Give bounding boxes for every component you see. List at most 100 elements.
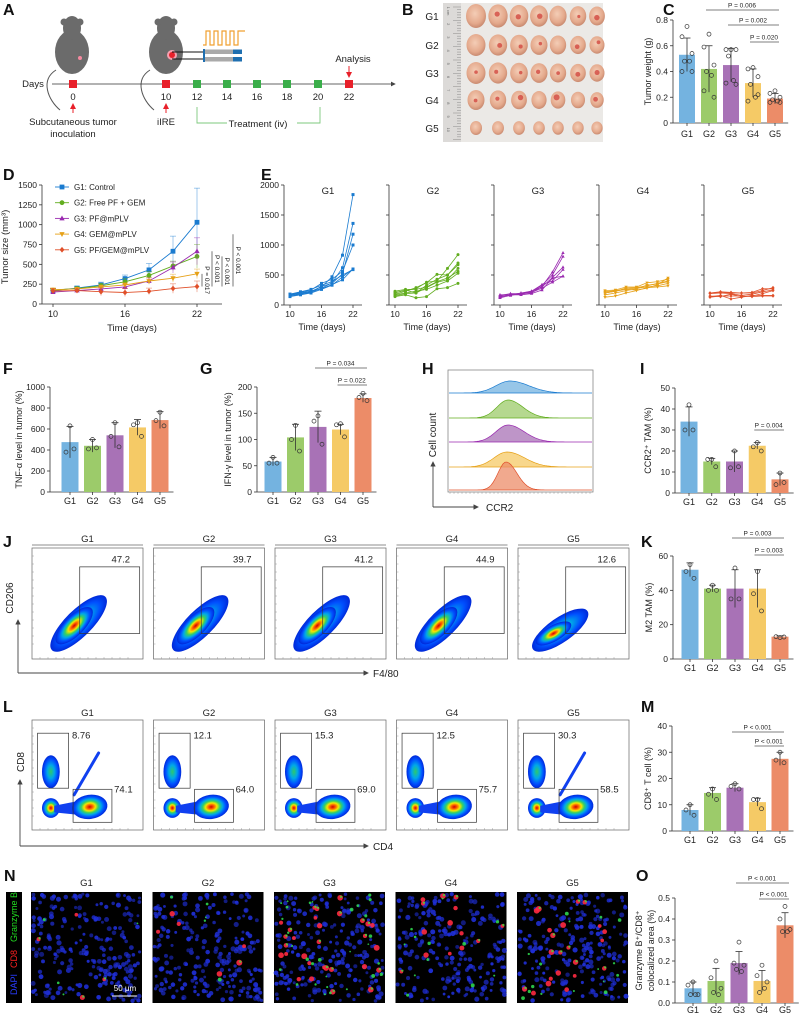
gate-percentage: 12.6 xyxy=(598,554,617,565)
nucleus xyxy=(234,936,238,940)
nucleus xyxy=(418,915,422,920)
x-tick-label: 10 xyxy=(285,309,295,319)
data-point xyxy=(266,460,272,466)
treatment-marker xyxy=(223,80,231,88)
cd8-cell xyxy=(555,970,562,976)
y-tick-label: 1500 xyxy=(18,180,37,190)
data-point xyxy=(750,444,756,450)
nucleus xyxy=(244,892,249,897)
data-point xyxy=(732,565,738,571)
nucleus xyxy=(168,970,173,975)
triangle-down-marker xyxy=(146,279,152,284)
nucleus xyxy=(292,945,298,950)
nucleus xyxy=(156,937,161,943)
image-title: G1 xyxy=(80,878,93,889)
nucleus xyxy=(226,958,232,964)
cd8-cell xyxy=(459,931,464,936)
nucleus xyxy=(373,999,378,1003)
histogram-g1 xyxy=(449,380,592,394)
ruler-number: 4 xyxy=(446,49,451,52)
x-tick-label: G3 xyxy=(728,497,740,507)
nucleus xyxy=(554,928,559,933)
data-point xyxy=(711,62,717,68)
granzyme-signal xyxy=(295,983,299,986)
nucleus xyxy=(287,980,291,985)
density-blob xyxy=(72,794,108,820)
nucleus xyxy=(468,895,472,899)
nucleus xyxy=(191,970,197,976)
nucleus xyxy=(339,929,343,933)
nucleus xyxy=(246,985,252,991)
bar xyxy=(767,98,783,123)
data-point xyxy=(94,445,99,451)
granzyme-signal xyxy=(406,993,410,997)
granzyme-signal xyxy=(339,895,343,899)
cd4-gate xyxy=(437,788,477,823)
nucleus xyxy=(311,896,316,901)
day-label: 20 xyxy=(313,92,324,103)
data-point xyxy=(759,962,765,968)
nucleus xyxy=(316,987,322,993)
tumor-hemorrhage xyxy=(593,96,598,102)
data-point xyxy=(701,44,707,50)
ruler-number: 6 xyxy=(446,76,451,79)
nucleus xyxy=(452,982,456,986)
granzyme-signal xyxy=(56,981,60,985)
nucleus xyxy=(111,901,115,906)
y-tick-label: 0 xyxy=(665,488,670,498)
square-marker xyxy=(330,277,334,281)
panel-label-d: D xyxy=(3,167,15,184)
nucleus xyxy=(193,989,197,994)
granzyme-signal xyxy=(349,907,354,912)
nucleus xyxy=(234,900,239,904)
nucleus xyxy=(458,950,463,956)
nucleus xyxy=(583,937,587,941)
circle-marker xyxy=(456,266,460,270)
image-title: G2 xyxy=(202,878,215,889)
nucleus xyxy=(593,917,598,922)
nucleus xyxy=(129,990,133,994)
triangle-marker xyxy=(561,265,565,269)
x-tick-label: G4 xyxy=(751,835,763,845)
nucleus xyxy=(216,911,221,915)
nucleus xyxy=(520,979,525,984)
inoculation-label: Subcutaneous tumor xyxy=(29,117,117,128)
diamond-marker xyxy=(761,294,764,298)
nucleus xyxy=(328,958,333,963)
scale-bar-label: 50 μm xyxy=(114,984,137,993)
nucleus xyxy=(227,968,231,972)
nucleus xyxy=(124,961,129,965)
nucleus xyxy=(322,988,327,994)
nucleus xyxy=(193,985,197,989)
triangle-marker xyxy=(550,276,555,280)
data-point xyxy=(688,992,693,997)
nucleus xyxy=(117,980,121,984)
nucleus xyxy=(227,984,232,988)
x-tick-label: G5 xyxy=(769,129,781,139)
nucleus xyxy=(317,945,322,949)
cd4-gate xyxy=(72,788,113,823)
data-point xyxy=(759,806,764,812)
nucleus xyxy=(457,990,461,994)
granzyme-signal xyxy=(367,943,370,946)
nucleus xyxy=(523,897,529,902)
nucleus xyxy=(572,947,578,953)
nucleus xyxy=(373,907,378,913)
square-marker xyxy=(341,269,344,273)
square-marker xyxy=(288,295,292,299)
cd8-cell xyxy=(370,923,375,928)
triangle-down-marker xyxy=(624,291,628,295)
nucleus xyxy=(527,945,532,950)
nucleus xyxy=(539,976,544,981)
nucleus xyxy=(570,896,574,900)
tumor xyxy=(549,35,567,55)
square-marker xyxy=(330,283,334,287)
diamond-marker xyxy=(771,288,775,293)
x-tick-label: G2 xyxy=(706,835,718,845)
nucleus xyxy=(49,904,54,909)
nucleus xyxy=(602,952,606,956)
granzyme-signal xyxy=(521,996,525,1001)
